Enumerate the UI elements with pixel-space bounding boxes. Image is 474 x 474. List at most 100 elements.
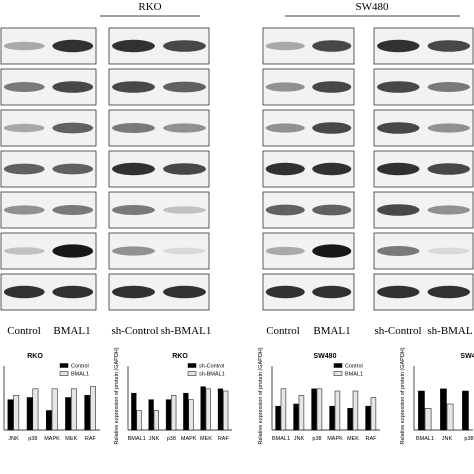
blot-panel (108, 109, 210, 147)
lane-label: Control (7, 325, 41, 337)
x-tick-label: JNK (442, 436, 453, 442)
bar (84, 395, 91, 431)
blot-band (312, 162, 352, 176)
bar (440, 388, 447, 431)
blot-band (377, 285, 420, 299)
blot-band (163, 40, 206, 52)
chart-title: SW480 (314, 353, 337, 360)
blot-band (163, 163, 206, 175)
y-axis-label: Relative expression of protein (GAPDH) (258, 347, 264, 444)
bar (365, 405, 371, 431)
blot-band (427, 285, 470, 299)
bar (424, 408, 432, 431)
bar (65, 397, 71, 431)
bar (171, 395, 177, 431)
lane-label: sh-BMAL (427, 325, 473, 337)
bar (153, 410, 159, 431)
blot-band (427, 163, 470, 175)
blot-band (265, 246, 305, 256)
blot-band (377, 246, 420, 256)
blot-band (52, 39, 94, 53)
lane-label: BMAL1 (53, 325, 90, 337)
legend-swatch (59, 363, 69, 368)
legend-label: BMAL1 (71, 372, 89, 378)
bar (13, 395, 20, 431)
blot-band (377, 162, 420, 176)
bar (275, 405, 281, 431)
bar (329, 405, 335, 431)
chart-title: RKO (27, 353, 43, 360)
x-tick-label: JNK (294, 436, 305, 442)
bar (223, 390, 229, 431)
legend-label: sh-Control (199, 364, 224, 370)
x-tick-label: MAPK (327, 436, 343, 442)
bar (136, 410, 142, 431)
y-axis-label: Relative expression of protein (GAPDH) (114, 347, 120, 444)
legend-label: sh-BMAL1 (199, 372, 225, 378)
bar (334, 390, 341, 431)
bar (298, 395, 305, 431)
bar (200, 386, 206, 431)
blot-band (163, 81, 206, 93)
legend-label: Control (71, 364, 89, 370)
x-tick-label: p38 (312, 436, 321, 442)
legend-swatch (187, 371, 197, 376)
blot-band (427, 82, 470, 92)
blot-band (112, 246, 155, 256)
blot-band (312, 204, 352, 216)
blot-band (112, 81, 155, 93)
blot-title: RKO (138, 1, 161, 13)
x-tick-label: MAPK (44, 436, 60, 442)
bar (165, 399, 172, 431)
blot-band (427, 40, 470, 52)
blot-band (163, 206, 206, 214)
blot-band (112, 39, 155, 53)
x-tick-label: p38 (28, 436, 37, 442)
bar (293, 403, 299, 431)
blot-band (427, 247, 470, 255)
blot-title: SW480 (356, 1, 390, 13)
blot-band (312, 244, 352, 258)
bar (7, 399, 14, 431)
bar (418, 390, 425, 431)
lane-label: Control (266, 325, 300, 337)
bar (183, 392, 189, 431)
blot-band (112, 123, 155, 133)
legend-swatch (59, 371, 69, 376)
blot-band (112, 285, 155, 299)
bar (45, 410, 52, 431)
x-tick-label: p38 (167, 436, 176, 442)
x-tick-label: MAPK (181, 436, 197, 442)
blot-band (265, 204, 305, 216)
blot-band (312, 81, 352, 93)
blot-band (163, 285, 206, 299)
bar (352, 390, 359, 431)
blot-band (163, 123, 206, 133)
bar (280, 388, 287, 431)
blot-band (377, 122, 420, 134)
x-tick-label: MEK (347, 436, 359, 442)
x-tick-label: RAF (85, 436, 97, 442)
x-tick-label: MEK (200, 436, 212, 442)
blot-band (3, 163, 45, 175)
bar (205, 388, 211, 431)
bar (370, 397, 377, 431)
blot-band (3, 205, 45, 215)
lane-label: BMAL1 (313, 325, 350, 337)
blot-band (312, 122, 352, 134)
legend-swatch (333, 363, 343, 368)
blot-band (112, 205, 155, 215)
blot-band (427, 205, 470, 215)
blot-band (377, 204, 420, 216)
blot-band (377, 81, 420, 93)
blot-band (3, 285, 45, 299)
bar (188, 399, 194, 431)
bar (311, 388, 317, 431)
blot-band (3, 82, 45, 92)
legend-swatch (333, 371, 343, 376)
x-tick-label: RAF (218, 436, 230, 442)
blot-band (52, 122, 94, 134)
blot-band (112, 162, 155, 176)
blot-band (3, 41, 45, 51)
